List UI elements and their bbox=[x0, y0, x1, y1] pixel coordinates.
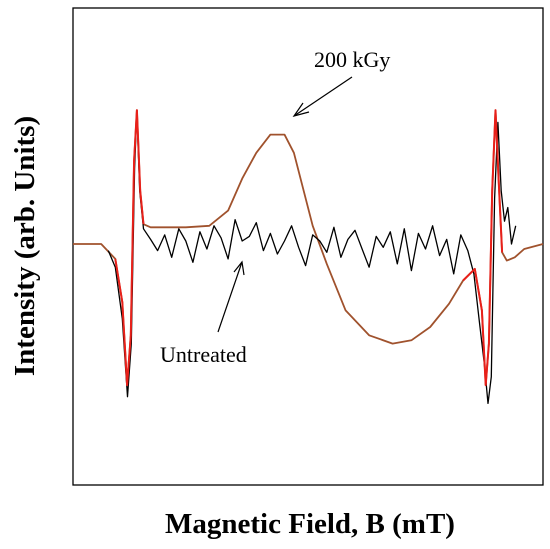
annotation-200kgy-arrow bbox=[292, 76, 353, 118]
annotation-untreated-label: Untreated bbox=[160, 342, 247, 367]
series-200kgy-line bbox=[73, 109, 544, 387]
plot-frame bbox=[72, 7, 544, 486]
annotation-200kgy-label: 200 kGy bbox=[314, 47, 390, 72]
series-200kgy-peak-2 bbox=[462, 109, 504, 387]
annotation-untreated-arrow bbox=[217, 260, 245, 333]
y-axis-title: Intensity (arb. Units) bbox=[9, 116, 41, 376]
x-axis-title: Magnetic Field, B (mT) bbox=[165, 508, 455, 540]
series-200kgy-peak-1 bbox=[114, 109, 145, 387]
series-layer bbox=[73, 109, 544, 405]
series-untreated-line bbox=[107, 109, 517, 405]
